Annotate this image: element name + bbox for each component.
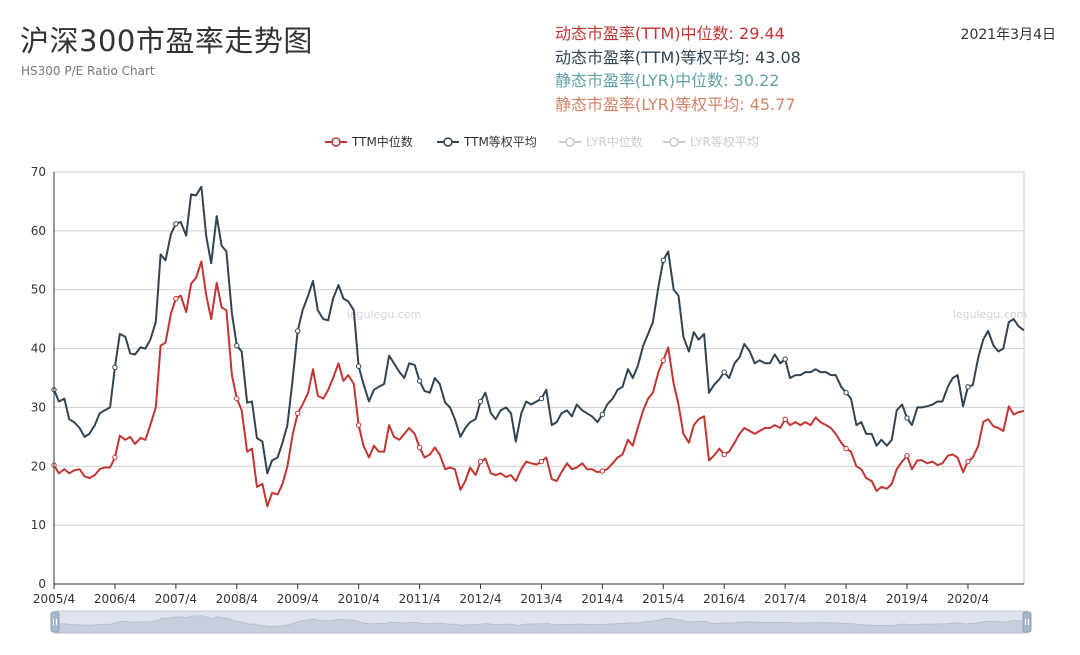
zoom-silhouette <box>54 615 1028 634</box>
data-point <box>782 416 788 422</box>
x-tick-label: 2010/4 <box>338 592 380 606</box>
data-point <box>904 415 910 421</box>
legend-item-0[interactable]: TTM中位数 <box>325 134 413 149</box>
y-tick-label: 30 <box>31 400 46 414</box>
y-tick-label: 50 <box>31 283 46 297</box>
x-tick-label: 2018/4 <box>825 592 867 606</box>
data-point <box>721 451 727 458</box>
y-tick-label: 70 <box>31 165 46 179</box>
data-point <box>295 328 301 334</box>
data-point <box>538 395 545 402</box>
data-point <box>234 395 240 402</box>
chart-title: 沪深300市盈率走势图 <box>20 24 313 58</box>
data-point <box>965 384 971 390</box>
chart-subtitle: HS300 P/E Ratio Chart <box>21 64 155 78</box>
legend-item-3[interactable]: LYR等权平均 <box>663 135 759 149</box>
stat-lyr-average: 静态市盈率(LYR)等权平均: 45.77 <box>555 94 796 114</box>
data-point <box>355 422 362 428</box>
grid-lines <box>53 171 1025 585</box>
x-tick-label: 2015/4 <box>642 592 684 606</box>
handle-grip-icon[interactable] <box>50 611 60 633</box>
data-point <box>538 458 545 465</box>
x-tick-label: 2016/4 <box>703 592 745 606</box>
x-tick-label: 2017/4 <box>764 592 806 606</box>
series-ttm-median <box>51 260 1025 508</box>
x-tick-label: 2007/4 <box>155 592 197 606</box>
y-tick-label: 0 <box>38 577 46 591</box>
y-tick-label: 10 <box>31 518 46 532</box>
x-tick-label: 2020/4 <box>947 592 989 606</box>
data-point <box>355 363 362 369</box>
data-point <box>112 364 118 371</box>
legend-item-2[interactable]: LYR中位数 <box>559 134 643 149</box>
data-point <box>599 468 606 474</box>
stat-ttm-average: 动态市盈率(TTM)等权平均: 43.08 <box>555 47 801 67</box>
data-point <box>477 398 484 405</box>
x-tick-label: 2005/4 <box>33 592 75 606</box>
legend-marker-icon <box>565 137 575 147</box>
data-zoom-slider[interactable] <box>50 610 1032 634</box>
x-tick-label: 2009/4 <box>277 592 319 606</box>
data-point <box>112 454 118 461</box>
chart-date: 2021年3月4日 <box>960 27 1056 43</box>
data-point <box>173 295 179 302</box>
x-tick-label: 2019/4 <box>886 592 928 606</box>
legend-marker-icon <box>669 137 679 147</box>
axes: 0 10 20 30 40 50 60 70 2005/4 2006/4 2007/4 2008/4 2… <box>31 165 1024 606</box>
legend-label: TTM等权平均 <box>463 135 537 149</box>
data-point <box>721 369 727 375</box>
x-tick-label: 2006/4 <box>94 592 136 606</box>
data-point <box>843 390 849 396</box>
data-point <box>234 342 240 349</box>
x-tick-label: 2012/4 <box>459 592 501 606</box>
series-line <box>53 185 1025 475</box>
series-line <box>53 260 1025 508</box>
data-point <box>904 452 910 459</box>
y-tick-label: 40 <box>31 342 46 356</box>
data-point <box>782 356 788 362</box>
legend-marker-icon <box>443 137 453 147</box>
handle-grip-icon[interactable] <box>1022 611 1032 633</box>
stat-ttm-median: 动态市盈率(TTM)中位数: 29.44 <box>555 24 785 43</box>
data-point <box>295 410 301 417</box>
legend-item-1[interactable]: TTM等权平均 <box>437 135 537 149</box>
watermark-text: legulegu.com <box>347 308 422 321</box>
chart-legend: TTM中位数 TTM等权平均 LYR中位数 LYR等权平均 <box>325 134 759 149</box>
data-point <box>477 458 484 465</box>
legend-marker-icon <box>331 137 341 147</box>
zoom-handle-left[interactable] <box>50 611 60 633</box>
series-ttm-average <box>51 185 1025 475</box>
stat-lyr-median: 静态市盈率(LYR)中位数: 30.22 <box>555 71 780 90</box>
y-tick-label: 20 <box>31 459 46 473</box>
data-point <box>416 444 423 451</box>
y-tick-label: 60 <box>31 224 46 238</box>
x-tick-label: 2011/4 <box>398 592 440 606</box>
data-point <box>965 458 971 465</box>
plot-frame <box>53 171 1025 585</box>
x-tick-label: 2013/4 <box>520 592 562 606</box>
data-point <box>599 411 606 418</box>
data-point <box>660 357 666 364</box>
watermark-text: legulegu.com <box>953 308 1028 321</box>
stats-panel: 动态市盈率(TTM)中位数: 29.44 动态市盈率(TTM)等权平均: 43.… <box>555 22 801 116</box>
series-lines <box>51 185 1025 508</box>
zoom-handle-right[interactable] <box>1022 611 1032 633</box>
data-point <box>660 257 666 263</box>
data-point <box>173 221 179 227</box>
legend-label: TTM中位数 <box>351 134 413 149</box>
legend-label: LYR中位数 <box>586 134 643 149</box>
data-point <box>843 445 849 452</box>
data-point <box>416 378 423 384</box>
x-tick-label: 2008/4 <box>216 592 258 606</box>
legend-label: LYR等权平均 <box>690 135 759 149</box>
x-tick-label: 2014/4 <box>581 592 623 606</box>
